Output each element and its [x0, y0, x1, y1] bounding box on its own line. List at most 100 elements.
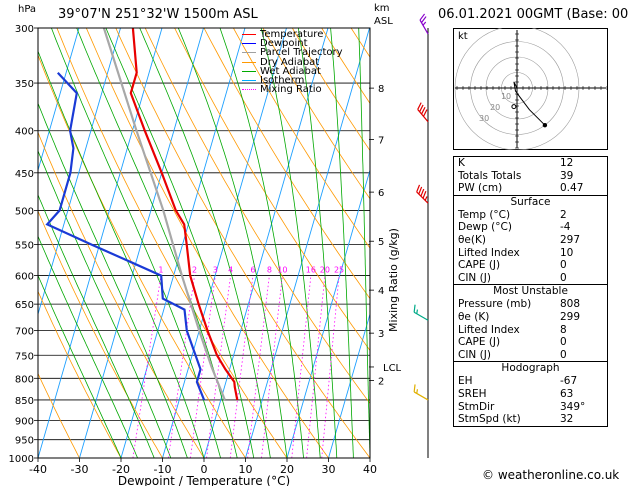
storm-motion-marker: [511, 104, 517, 110]
parcel-trajectory-line: [102, 28, 226, 401]
table-row: θe (K) 299: [454, 311, 607, 324]
dry-adiabat: [38, 131, 205, 458]
isotherm: [286, 168, 370, 458]
temp-tick-label: 20: [280, 463, 294, 476]
lcl-label: LCL: [383, 363, 402, 374]
km-unit-label: km: [374, 3, 390, 14]
table-row: PW (cm) 0.47: [454, 182, 607, 195]
wet-adiabat: [38, 235, 138, 458]
row-value: 32: [560, 413, 574, 426]
wet-adiabat: [260, 28, 321, 458]
mixing-ratio-line: [291, 275, 312, 458]
temp-tick-label: -40: [29, 463, 47, 476]
row-label: Lifted Index: [458, 246, 520, 259]
mixing-ratio-line: [132, 275, 162, 458]
dry-adiabat: [38, 54, 246, 458]
mixing-ratio-axis-label: Mixing Ratio (g/kg): [387, 228, 400, 332]
row-label: SREH: [458, 387, 487, 400]
pressure-tick-label: 850: [15, 396, 34, 407]
pressure-tick-label: 450: [15, 169, 34, 180]
row-value: 12: [560, 157, 574, 169]
row-label: Totals Totals: [458, 169, 522, 182]
row-value: 10: [560, 246, 574, 259]
mixing-ratio-line: [229, 275, 254, 458]
legend-label: Temperature: [260, 29, 324, 40]
legend-label: Wet Adiabat: [260, 65, 321, 77]
dry-adiabat: [38, 290, 122, 458]
table-row: SREH 63: [454, 388, 607, 401]
pressure-tick-label: 800: [15, 374, 34, 385]
row-value: 2: [560, 208, 567, 221]
temp-tick-label: -20: [112, 463, 130, 476]
wet-adiabat: [219, 28, 304, 458]
legend-swatch: [242, 34, 256, 36]
legend-label: Parcel Trajectory: [260, 47, 343, 59]
table-row: K 12: [454, 157, 607, 170]
mixing-ratio-label: 1: [158, 266, 163, 275]
table-row: CIN (J) 0: [454, 272, 607, 285]
km-tick-label: 5: [378, 237, 384, 248]
temp-tick-label: 30: [322, 463, 336, 476]
mixing-ratio-line: [261, 275, 283, 458]
row-value: -67: [560, 375, 578, 388]
table-row: CAPE (J) 0: [454, 259, 607, 272]
row-label: Temp (°C): [458, 208, 511, 221]
row-label: StmDir: [458, 400, 495, 413]
legend-swatch: [242, 89, 256, 91]
isotherm: [79, 28, 204, 458]
legend-label: Dry Adiabat: [260, 56, 320, 68]
row-label: CIN (J): [458, 348, 491, 361]
row-label: Pressure (mb): [458, 298, 532, 311]
dry-adiabat: [38, 372, 80, 458]
wind-barb: [419, 13, 429, 35]
datetime-title: 06.01.2021 00GMT (Base: 00): [438, 7, 629, 22]
pressure-tick-label: 500: [15, 206, 34, 217]
dry-adiabat: [38, 210, 163, 458]
legend-item: Temperature: [242, 29, 343, 40]
hodograph-table-title: Hodograph: [501, 362, 560, 375]
dry-adiabat: [291, 28, 370, 152]
legend-item: Isotherm: [242, 75, 343, 86]
table-row: EH -67: [454, 375, 607, 388]
legend-swatch: [242, 52, 256, 54]
dewpoint-line: [45, 71, 206, 401]
pressure-tick-label: 350: [15, 79, 34, 90]
mixing-ratio-line: [189, 275, 216, 458]
row-label: StmSpd (kt): [458, 413, 521, 426]
km-tick-label: 7: [378, 136, 384, 147]
row-value: -4: [560, 221, 571, 234]
legend-swatch: [242, 61, 256, 63]
table-row: Dewp (°C) -4: [454, 221, 607, 234]
km-tick-label: 4: [378, 286, 384, 297]
asl-unit-label: ASL: [374, 16, 393, 27]
row-label: CAPE (J): [458, 336, 501, 349]
table-row: Totals Totals 39: [454, 170, 607, 183]
row-value: 0.47: [560, 182, 584, 195]
dry-adiabat: [262, 28, 370, 200]
pressure-tick-label: 750: [15, 351, 34, 362]
table-row: Lifted Index 8: [454, 324, 607, 337]
row-label: EH: [458, 375, 473, 388]
mixing-ratio-label: 3: [213, 266, 218, 275]
mixing-ratio-line: [306, 275, 326, 458]
mixing-ratio-label: 4: [228, 266, 233, 275]
legend: Temperature Dewpoint Parcel Trajectory Dry …: [242, 29, 343, 95]
isotherm: [38, 28, 163, 458]
hpa-unit-label: hPa: [18, 4, 37, 15]
isotherm: [203, 28, 329, 458]
mixing-ratio-label: 20: [320, 266, 330, 275]
temp-tick-label: 40: [363, 463, 377, 476]
row-value: 0: [560, 271, 567, 284]
dry-adiabat: [233, 28, 370, 249]
hodograph-ring-label: 20: [490, 103, 500, 112]
surface-title: Surface: [510, 195, 551, 208]
wet-adiabat: [38, 149, 172, 458]
legend-swatch: [242, 80, 256, 82]
copyright-footer: © weatheronline.co.uk: [482, 468, 620, 482]
temp-tick-label: 10: [239, 463, 253, 476]
wind-barb: [417, 102, 429, 123]
table-row: StmDir 349°: [454, 401, 607, 414]
pressure-tick-label: 950: [15, 436, 34, 447]
hodograph-unit-label: kt: [458, 31, 468, 42]
